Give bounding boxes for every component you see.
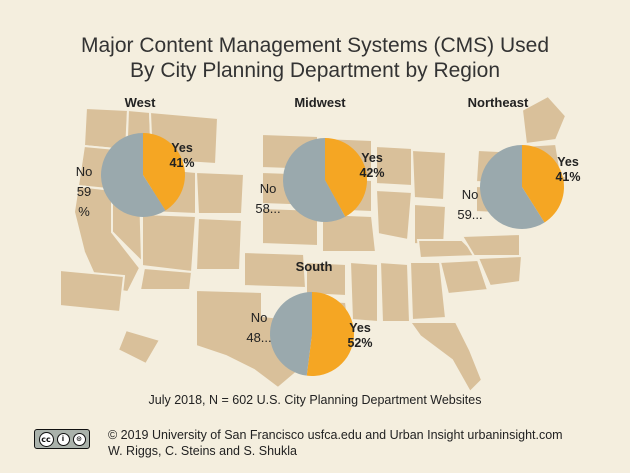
copyright-credit: © 2019 University of San Francisco usfca… — [108, 428, 563, 442]
pie-slice-yes — [522, 145, 564, 223]
pie-label-yes: Yes — [171, 141, 193, 155]
pie-label-yes: 41% — [169, 156, 194, 170]
authors-credit: W. Riggs, C. Steins and S. Shukla — [108, 444, 297, 458]
pie-title: Northeast — [468, 95, 529, 110]
state-shape — [59, 268, 126, 314]
state-shape — [348, 260, 379, 324]
state-shape — [520, 94, 568, 146]
chart-title-line1: Major Content Management Systems (CMS) U… — [81, 34, 549, 57]
state-shape — [374, 188, 414, 242]
state-shape — [476, 254, 524, 288]
pie-label-no: No — [76, 164, 93, 179]
pie-slice-yes — [306, 292, 354, 376]
pie-slice-yes — [325, 138, 367, 217]
sample-note: July 2018, N = 602 U.S. City Planning De… — [148, 393, 482, 407]
state-shape — [408, 321, 484, 394]
pie-label-no: No — [462, 187, 479, 202]
state-shape — [194, 170, 246, 215]
state-shape — [321, 212, 378, 253]
pie-label-no: % — [78, 204, 90, 219]
pie-title: Midwest — [294, 95, 346, 110]
pie-slice-no — [283, 138, 346, 223]
state-shape — [410, 148, 448, 202]
pie-title: South — [296, 259, 333, 274]
pie-label-yes: Yes — [349, 321, 371, 335]
state-shape — [194, 216, 244, 271]
chart-title-line2: By City Planning Department by Region — [129, 59, 501, 82]
pie-label-no: 59 — [77, 184, 91, 199]
pie-slice-no — [479, 145, 545, 230]
state-shape — [305, 260, 347, 298]
pie-label-no: 48... — [246, 330, 271, 345]
state-shape — [438, 258, 490, 296]
cc-icon: cc — [38, 431, 54, 447]
state-shape — [116, 328, 162, 366]
pie-label-yes: Yes — [361, 151, 383, 165]
state-shape — [408, 261, 448, 322]
pie-label-no: No — [260, 181, 277, 196]
pie-slice-yes — [143, 133, 186, 211]
state-shape — [375, 144, 413, 188]
sa-icon: ⊙ — [72, 432, 86, 446]
pie-label-no: No — [251, 310, 268, 325]
cc-license-badge[interactable]: cc i ⊙ — [34, 429, 90, 449]
by-icon: i — [56, 432, 70, 446]
state-shape — [195, 288, 306, 390]
pie-label-yes: 42% — [359, 166, 384, 180]
state-shape — [138, 266, 194, 291]
pie-slice-no — [101, 133, 166, 217]
pie-label-yes: 41% — [555, 170, 580, 184]
pie-label-yes: Yes — [557, 155, 579, 169]
pie-slice-no — [269, 292, 312, 376]
pie-label-no: 59... — [457, 207, 482, 222]
pie-title: West — [125, 95, 156, 110]
pie-label-no: 58... — [255, 201, 280, 216]
pie-label-yes: 52% — [347, 336, 372, 350]
